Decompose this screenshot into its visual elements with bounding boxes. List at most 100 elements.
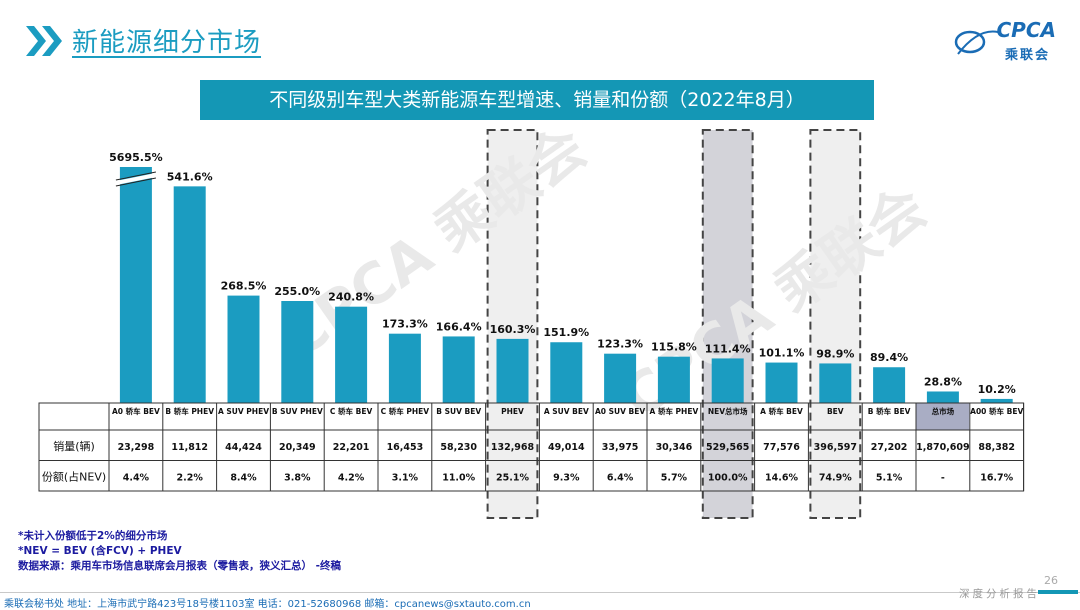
data-label: 89.4%: [870, 351, 908, 364]
bar: [388, 333, 421, 403]
bar: [657, 356, 690, 403]
sales-cell: 396,597: [814, 442, 857, 453]
data-label: 240.8%: [328, 291, 374, 304]
sales-cell: 27,202: [871, 442, 908, 453]
axis-break-mark: [115, 171, 156, 181]
bar: [281, 301, 314, 403]
cpca-logo-icon: [954, 30, 999, 55]
sales-cell: 58,230: [440, 442, 477, 453]
note-line: *未计入份额低于2%的细分市场: [18, 530, 168, 542]
sales-cell: 132,968: [491, 442, 535, 453]
footer-report-label: 深度分析报告: [959, 588, 1040, 600]
axis-break-mark: [115, 177, 156, 187]
bar: [980, 398, 1013, 403]
category-label: A SUV BEV: [544, 407, 589, 416]
category-label: B SUV PHEV: [272, 407, 323, 416]
category-label: B 轿车 PHEV: [165, 406, 214, 416]
sales-cell: 22,201: [333, 442, 370, 453]
category-label: C 轿车 PHEV: [381, 406, 430, 416]
chart-title: 不同级别车型大类新能源车型增速、销量和份额（2022年8月）: [200, 80, 874, 120]
row-label: 销量(辆): [53, 439, 95, 453]
sales-cell: 88,382: [978, 442, 1015, 453]
category-label: B SUV BEV: [436, 407, 481, 416]
share-cell: 8.4%: [230, 473, 257, 484]
bar: [496, 338, 529, 403]
data-label: 101.1%: [759, 347, 805, 360]
sales-cell: 1,870,609: [916, 442, 970, 453]
data-label: 111.4%: [705, 342, 751, 355]
bar: [550, 342, 583, 403]
bar: [173, 186, 206, 403]
bar: [604, 353, 637, 403]
bar: [819, 363, 852, 403]
category-label: A SUV PHEV: [218, 407, 269, 416]
data-label: 115.8%: [651, 341, 697, 354]
category-label: PHEV: [501, 407, 524, 416]
page-number: 26: [1044, 574, 1058, 587]
data-label: 166.4%: [436, 320, 482, 333]
share-cell: 3.1%: [392, 473, 419, 484]
share-cell: 2.2%: [177, 473, 204, 484]
sales-cell: 33,975: [602, 442, 639, 453]
category-label: BEV: [827, 407, 844, 416]
sales-cell: 529,565: [706, 442, 749, 453]
sales-cell: 49,014: [548, 442, 585, 453]
header-cell-fill: [916, 403, 970, 430]
sales-cell: 77,576: [763, 442, 800, 453]
share-cell: 11.0%: [442, 473, 475, 484]
bar: [873, 367, 906, 403]
sales-cell: 30,346: [656, 442, 693, 453]
bar: [119, 167, 152, 403]
category-label: B 轿车 BEV: [868, 406, 911, 416]
logo-name: 乘联会: [1004, 48, 1050, 63]
data-label: 5695.5%: [109, 151, 162, 164]
data-label: 28.8%: [924, 375, 962, 388]
data-label: 98.9%: [816, 347, 854, 360]
row-label: 份额(占NEV): [42, 470, 106, 484]
highlight-box: [809, 129, 862, 519]
bar: [442, 336, 475, 403]
category-label: 总市场: [932, 406, 955, 416]
data-label: 541.6%: [167, 170, 213, 183]
bar: [711, 358, 744, 403]
notes: *未计入份额低于2%的细分市场 *NEV = BEV (含FCV) + PHEV…: [18, 529, 341, 574]
page-title: 新能源细分市场: [72, 28, 262, 58]
sales-cell: 44,424: [225, 442, 262, 453]
footer-contact: 乘联会秘书处 地址：上海市武宁路423号18号楼1103室 电话：021-526…: [4, 599, 531, 610]
bar: [335, 306, 368, 403]
footer-divider: [0, 592, 1080, 593]
category-label: NEV总市场: [708, 406, 748, 416]
chevron-right-icon: [26, 26, 62, 56]
share-cell: 4.2%: [338, 473, 365, 484]
share-cell: 100.0%: [708, 473, 748, 484]
share-cell: 25.1%: [496, 473, 529, 484]
category-label: A0 轿车 BEV: [112, 406, 160, 416]
category-label: A00 轿车 BEV: [970, 406, 1023, 416]
note-line: *NEV = BEV (含FCV) + PHEV: [18, 545, 182, 557]
logo-brand: CPCA: [996, 18, 1057, 42]
data-label: 151.9%: [543, 326, 589, 339]
share-cell: 9.3%: [553, 473, 580, 484]
data-label: 255.0%: [274, 285, 320, 298]
category-label: A 轿车 PHEV: [650, 406, 699, 416]
share-cell: 3.8%: [284, 473, 311, 484]
share-cell: 5.7%: [661, 473, 688, 484]
bar: [227, 295, 260, 403]
sales-cell: 11,812: [171, 442, 208, 453]
sales-cell: 20,349: [279, 442, 316, 453]
data-label: 268.5%: [221, 280, 267, 293]
note-line: 数据来源：乘用车市场信息联席会月报表（零售表，狭义汇总） -终稿: [18, 560, 342, 572]
share-cell: 4.4%: [123, 473, 150, 484]
share-cell: 74.9%: [819, 473, 852, 484]
data-label: 10.2%: [978, 383, 1016, 396]
share-cell: 5.1%: [876, 473, 903, 484]
share-cell: 14.6%: [765, 473, 798, 484]
highlight-box: [486, 129, 539, 519]
bar: [765, 362, 798, 403]
bar: [926, 391, 959, 403]
share-cell: 16.7%: [980, 473, 1013, 484]
sales-cell: 16,453: [387, 442, 424, 453]
data-label: 123.3%: [597, 338, 643, 351]
data-label: 160.3%: [490, 323, 536, 336]
